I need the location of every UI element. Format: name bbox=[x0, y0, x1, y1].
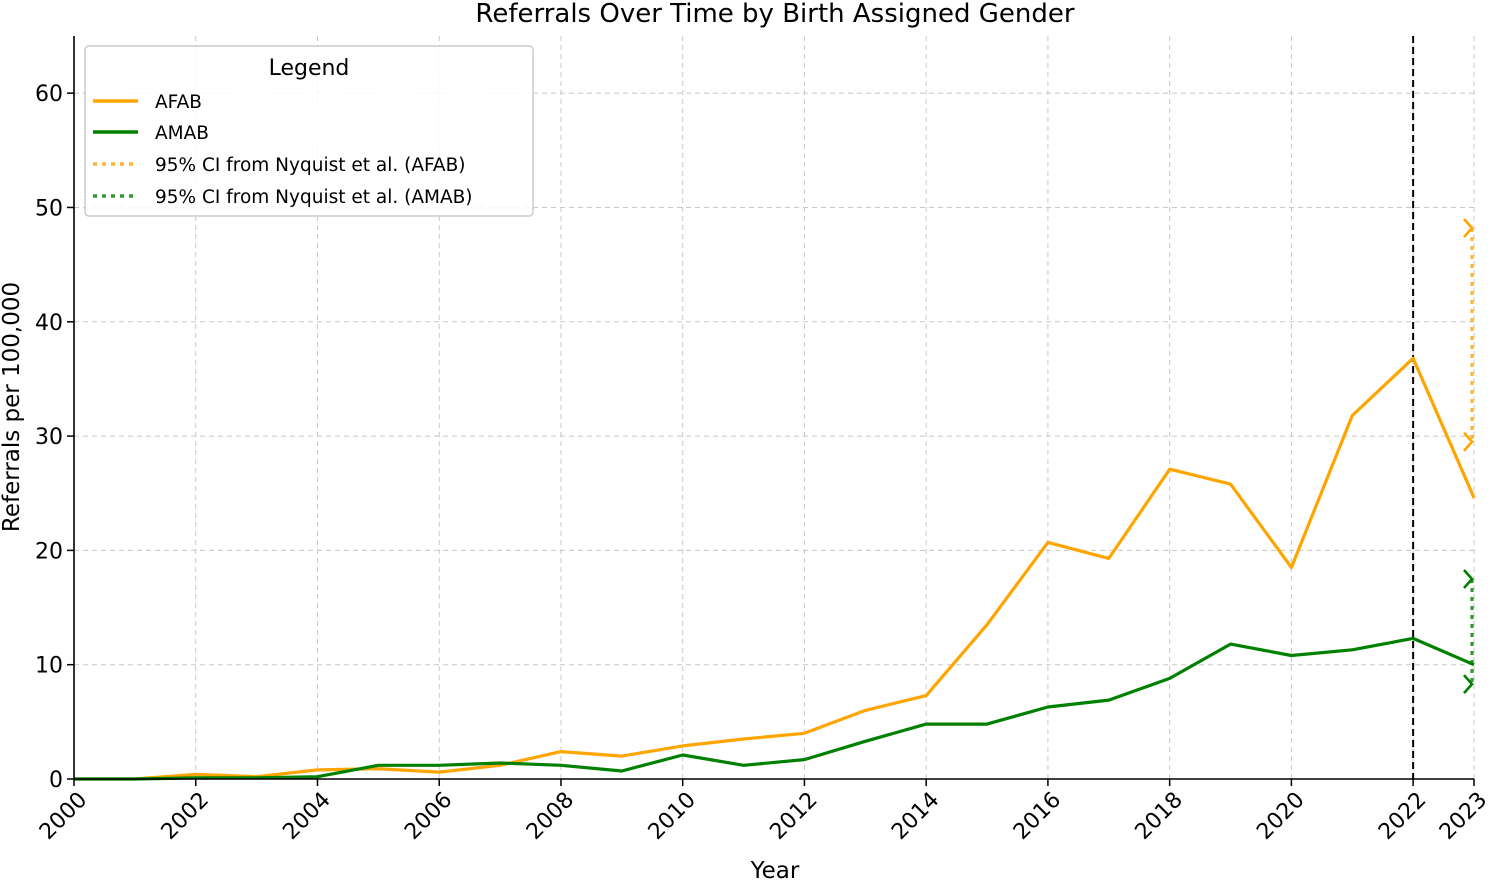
x-axis-title: Year bbox=[750, 858, 800, 880]
series-line-amab bbox=[74, 636, 1475, 781]
grid-layer bbox=[73, 36, 1475, 779]
legend-box bbox=[84, 45, 534, 217]
y-tick-label: 0 bbox=[49, 768, 63, 793]
y-tick-label: 60 bbox=[35, 82, 63, 107]
chart-title: Referrals Over Time by Birth Assigned Ge… bbox=[475, 0, 1074, 29]
x-tick-label: 2000 bbox=[35, 788, 92, 845]
y-axis-title: Referrals per 100,000 bbox=[0, 282, 25, 532]
legend-entry-label: AFAB bbox=[155, 92, 202, 113]
legend-entry-label: 95% CI from Nyquist et al. (AMAB) bbox=[155, 187, 473, 208]
legend-entry-label: AMAB bbox=[155, 123, 209, 144]
series-layer bbox=[74, 356, 1476, 781]
y-tick-label: 10 bbox=[35, 654, 63, 679]
ci-marker-amab-high bbox=[1463, 569, 1474, 589]
y-tick-label: 50 bbox=[35, 196, 63, 221]
legend-entry-label: 95% CI from Nyquist et al. (AFAB) bbox=[155, 155, 466, 176]
x-tick-label: 2014 bbox=[887, 788, 944, 845]
x-tick-label: 2018 bbox=[1131, 788, 1188, 845]
x-tick-label: 2012 bbox=[765, 788, 822, 845]
x-tick-label: 2022 bbox=[1374, 788, 1431, 845]
ci-marker-afab-high bbox=[1463, 218, 1474, 238]
x-tick-label: 2020 bbox=[1252, 788, 1309, 845]
y-tick-label: 30 bbox=[35, 425, 63, 450]
legend-title: Legend bbox=[269, 56, 350, 81]
x-tick-label: 2006 bbox=[400, 788, 457, 845]
ci-marker-amab-low bbox=[1463, 674, 1474, 694]
series-line-afab bbox=[74, 356, 1476, 781]
x-tick-label: 2002 bbox=[157, 788, 214, 845]
x-tick-label: 2004 bbox=[278, 788, 335, 845]
axes-layer bbox=[73, 36, 1474, 780]
y-tick-label: 40 bbox=[35, 311, 63, 336]
y-tick-label: 20 bbox=[35, 539, 63, 564]
ci-marker-afab-low bbox=[1463, 431, 1474, 452]
x-tick-label: 2023 bbox=[1435, 788, 1492, 845]
x-tick-label: 2016 bbox=[1009, 788, 1066, 845]
legend: Legend AFAB AMAB 95% CI from Nyquist et al.… bbox=[84, 45, 534, 217]
ci-layer bbox=[1463, 218, 1474, 694]
x-tick-label: 2008 bbox=[522, 788, 579, 845]
x-tick-label: 2010 bbox=[644, 788, 701, 845]
